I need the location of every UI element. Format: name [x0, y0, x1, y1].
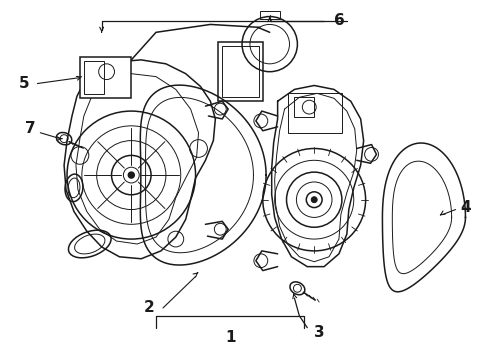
- Text: 7: 7: [25, 121, 36, 136]
- Bar: [288, 93, 342, 133]
- Text: 3: 3: [314, 325, 324, 340]
- Text: 1: 1: [225, 330, 235, 345]
- Bar: [219, 42, 263, 101]
- Text: 5: 5: [19, 76, 30, 91]
- Circle shape: [128, 172, 134, 178]
- Text: 6: 6: [334, 13, 344, 28]
- Circle shape: [311, 197, 317, 203]
- Bar: [260, 11, 280, 18]
- Text: 4: 4: [460, 200, 471, 215]
- Bar: [84, 61, 103, 94]
- Bar: [222, 46, 259, 97]
- Text: 2: 2: [144, 301, 154, 315]
- Bar: [294, 97, 314, 117]
- Bar: [80, 57, 131, 98]
